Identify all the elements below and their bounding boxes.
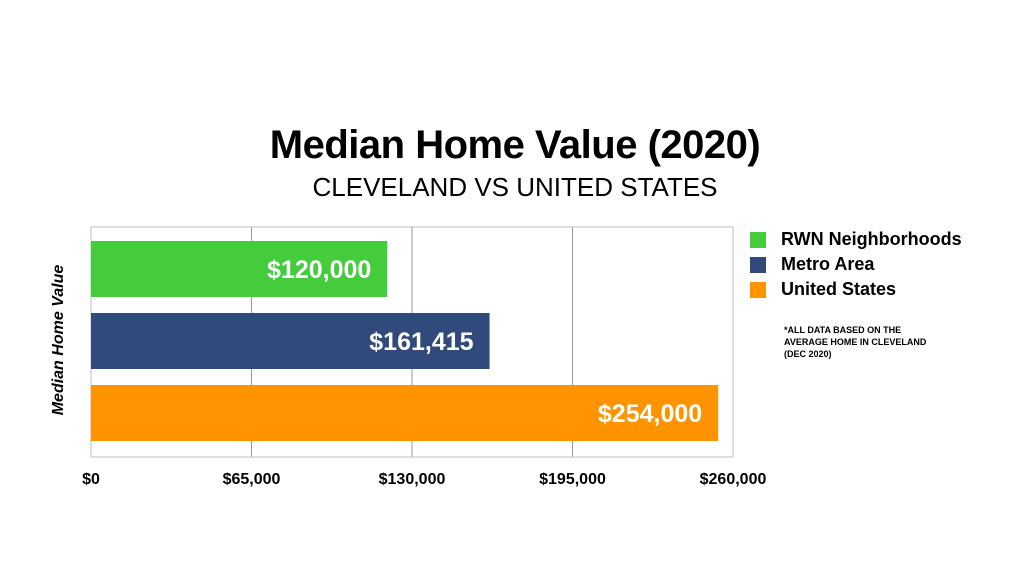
bar-value-label: $120,000 (267, 256, 371, 284)
legend-label: United States (781, 279, 897, 299)
x-tick-label: $260,000 (700, 471, 767, 488)
legend-swatch (750, 281, 766, 298)
bar-metro-area (91, 313, 490, 369)
x-tick-label: $0 (82, 471, 100, 488)
x-tick-label: $195,000 (539, 471, 606, 488)
chart-title: Median Home Value (2020) (269, 123, 761, 167)
bar-value-label: $254,000 (598, 400, 702, 428)
bar-rwn-neighborhoods (91, 241, 388, 297)
data-note: *ALL DATA BASED ON THE AVERAGE HOME IN C… (784, 324, 984, 360)
note-line: AVERAGE HOME IN CLEVELAND (784, 337, 927, 347)
legend-item-rwn: RWN Neighborhoods (750, 227, 962, 252)
x-tick-label: $130,000 (379, 471, 446, 488)
legend-swatch (750, 256, 766, 273)
legend-label: Metro Area (781, 254, 875, 274)
legend-item-metro: Metro Area (750, 252, 962, 277)
note-line: (DEC 2020) (784, 349, 832, 359)
bar-united-states (91, 385, 719, 441)
legend-label: RWN Neighborhoods (781, 229, 962, 249)
x-axis-ticks: $0 $65,000 $130,000 $195,000 $260,000 (82, 471, 766, 488)
x-tick-label: $65,000 (223, 471, 281, 488)
legend: RWN Neighborhoods Metro Area United Stat… (750, 227, 962, 302)
legend-swatch (750, 231, 766, 248)
note-line: *ALL DATA BASED ON THE (784, 325, 902, 335)
legend-item-us: United States (750, 277, 962, 302)
bars: $120,000 $161,415 $254,000 (91, 241, 719, 441)
bar-value-label: $161,415 (369, 328, 473, 356)
chart-subtitle: CLEVELAND VS UNITED STATES (312, 172, 718, 202)
